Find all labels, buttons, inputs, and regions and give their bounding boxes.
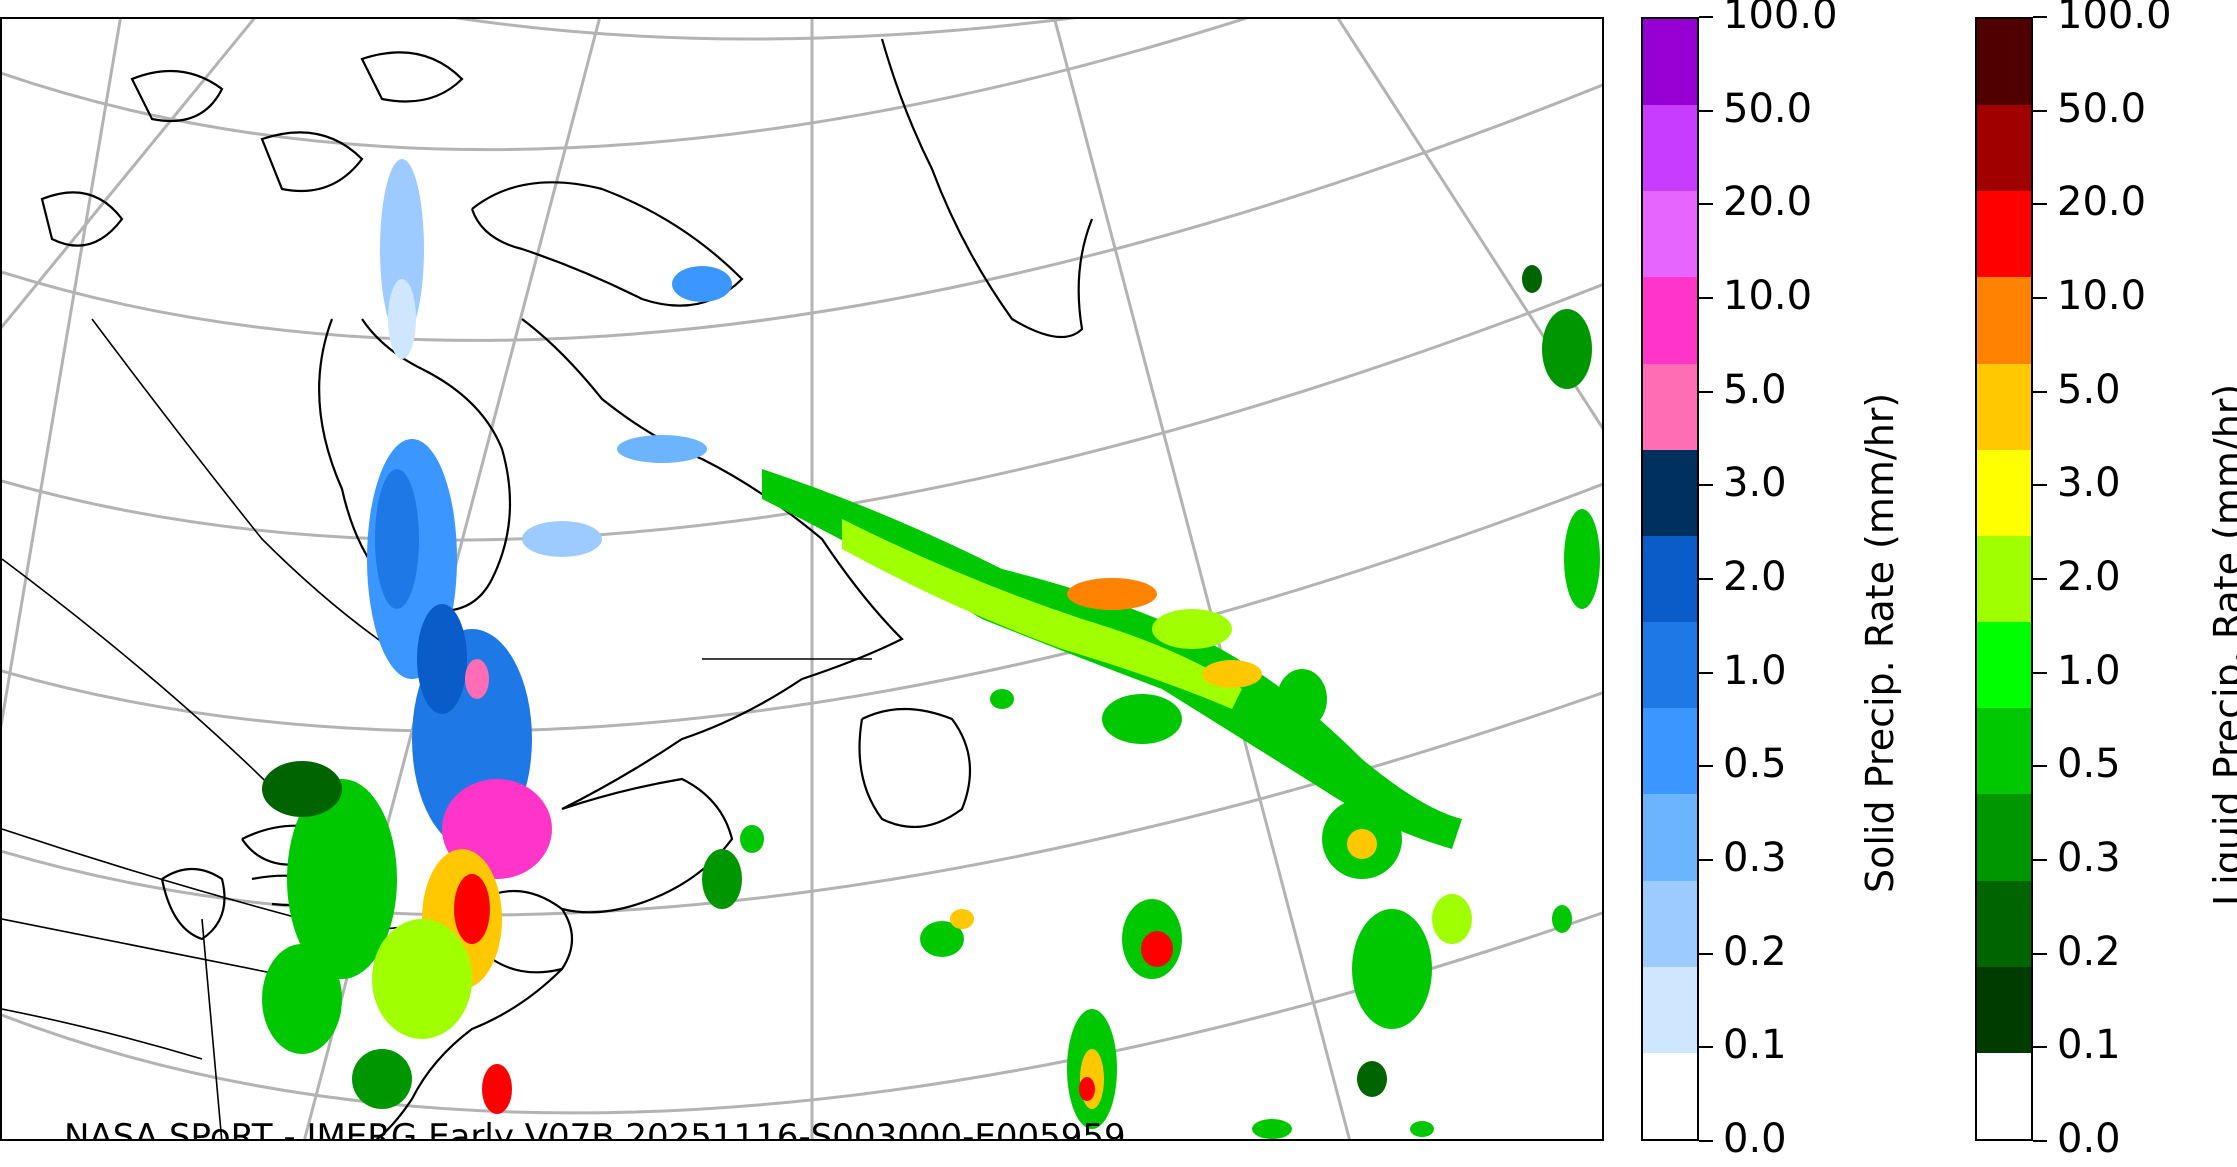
liquid-colorbar-tick-label: 20.0 xyxy=(2057,179,2147,226)
solid-colorbar-tick-label: 0.3 xyxy=(1723,835,1787,881)
solid-colorbar-tick-label: 0.0 xyxy=(1723,1116,1787,1162)
solid-colorbar-segment xyxy=(1643,18,1697,106)
solid-colorbar-segment xyxy=(1643,708,1697,795)
liquid-colorbar-segment xyxy=(1977,363,2031,450)
solid-colorbar-tick-label: 5.0 xyxy=(1723,366,1787,413)
liquid-colorbar-tick-label: 5.0 xyxy=(2057,366,2121,413)
solid-colorbar-tick xyxy=(1699,1140,1713,1142)
liquid-colorbar-tick-label: 0.2 xyxy=(2057,928,2121,975)
liquid-colorbar-tick-label: 0.5 xyxy=(2057,741,2121,788)
solid-colorbar-segment xyxy=(1643,191,1697,278)
solid-colorbar-segment xyxy=(1643,880,1697,967)
liquid-colorbar-tick-label: 1.0 xyxy=(2057,647,2121,694)
solid-colorbar-tick-label: 1.0 xyxy=(1723,647,1787,694)
liquid-precip-field xyxy=(262,265,1600,1139)
solid-colorbar-tick xyxy=(1699,1046,1713,1049)
solid-colorbar-segment xyxy=(1643,363,1697,450)
map-canvas xyxy=(2,19,1602,1139)
precipitation-map: NASA SPoRT - IMERG Early V07B 20251116-S… xyxy=(0,17,1604,1141)
solid-colorbar-tick xyxy=(1699,297,1713,299)
solid-colorbar-tick-label: 0.2 xyxy=(1723,928,1787,975)
solid-colorbar-tick-label: 100.0 xyxy=(1723,0,1838,38)
solid-colorbar-tick xyxy=(1699,578,1713,580)
liquid-colorbar-title: Liquid Precip. Rate (mm/hr) xyxy=(2206,383,2237,906)
liquid-colorbar-tick xyxy=(2033,390,2047,393)
solid-colorbar-tick xyxy=(1699,484,1713,487)
liquid-colorbar-segment xyxy=(1977,966,2031,1053)
solid-colorbar-tick-label: 0.5 xyxy=(1723,741,1787,788)
liquid-colorbar-tick xyxy=(2033,859,2047,861)
liquid-colorbar-tick xyxy=(2033,952,2047,955)
liquid-colorbar-tick-label: 0.1 xyxy=(2057,1022,2121,1069)
solid-colorbar-tick-label: 3.0 xyxy=(1723,460,1787,507)
liquid-colorbar-tick-label: 10.0 xyxy=(2057,273,2147,319)
solid-colorbar-tick xyxy=(1699,671,1713,674)
liquid-colorbar-segment xyxy=(1977,535,2031,623)
liquid-colorbar-tick xyxy=(2033,765,2047,768)
liquid-colorbar-segment xyxy=(1977,105,2031,192)
solid-colorbar-tick xyxy=(1699,16,1713,18)
liquid-colorbar-tick xyxy=(2033,16,2047,18)
solid-colorbar-segment xyxy=(1643,1052,1697,1139)
solid-colorbar-segment xyxy=(1643,535,1697,623)
liquid-colorbar-tick xyxy=(2033,203,2047,206)
liquid-colorbar-segment xyxy=(1977,622,2031,709)
liquid-colorbar-tick xyxy=(2033,297,2047,299)
liquid-colorbar-segment xyxy=(1977,880,2031,967)
liquid-colorbar-segment xyxy=(1977,277,2031,364)
solid-colorbar-segment xyxy=(1643,105,1697,192)
liquid-colorbar-segment xyxy=(1977,449,2031,536)
liquid-colorbar-tick-label: 0.3 xyxy=(2057,835,2121,881)
liquid-colorbar-tick xyxy=(2033,109,2047,112)
solid-colorbar-tick xyxy=(1699,859,1713,861)
liquid-colorbar-tick-label: 50.0 xyxy=(2057,85,2147,132)
solid-colorbar-tick-label: 10.0 xyxy=(1723,273,1813,319)
liquid-colorbar-tick-label: 100.0 xyxy=(2057,0,2172,38)
solid-colorbar-segment xyxy=(1643,277,1697,364)
liquid-colorbar-tick xyxy=(2033,484,2047,487)
solid-colorbar-tick xyxy=(1699,765,1713,768)
solid-colorbar-segment xyxy=(1643,794,1697,881)
solid-colorbar-title: Solid Precip. Rate (mm/hr) xyxy=(1858,392,1902,893)
data-source-credit: NASA SPoRT - IMERG Early V07B 20251116-S… xyxy=(64,1117,1126,1141)
liquid-colorbar-segment xyxy=(1977,18,2031,106)
solid-precip-field xyxy=(367,159,732,879)
liquid-colorbar-segment xyxy=(1977,708,2031,795)
solid-colorbar-tick-label: 50.0 xyxy=(1723,85,1813,132)
liquid-colorbar-tick-label: 0.0 xyxy=(2057,1116,2121,1162)
liquid-colorbar-tick-label: 2.0 xyxy=(2057,554,2121,600)
solid-colorbar-tick xyxy=(1699,390,1713,393)
liquid-colorbar-segment xyxy=(1977,1052,2031,1139)
solid-colorbar-segment xyxy=(1643,449,1697,536)
solid-colorbar-tick-label: 2.0 xyxy=(1723,554,1787,600)
liquid-colorbar-tick xyxy=(2033,1046,2047,1049)
liquid-precip-colorbar xyxy=(1975,17,2033,1141)
solid-colorbar-tick xyxy=(1699,952,1713,955)
solid-colorbar-tick xyxy=(1699,203,1713,206)
solid-colorbar-segment xyxy=(1643,622,1697,709)
liquid-colorbar-tick xyxy=(2033,578,2047,580)
liquid-colorbar-tick xyxy=(2033,671,2047,674)
liquid-colorbar-segment xyxy=(1977,191,2031,278)
solid-colorbar-tick-label: 0.1 xyxy=(1723,1022,1787,1069)
liquid-colorbar-tick-label: 3.0 xyxy=(2057,460,2121,507)
liquid-colorbar-tick xyxy=(2033,1140,2047,1142)
solid-colorbar-tick-label: 20.0 xyxy=(1723,179,1813,226)
solid-colorbar-segment xyxy=(1643,966,1697,1053)
solid-colorbar-tick xyxy=(1699,109,1713,112)
liquid-colorbar-segment xyxy=(1977,794,2031,881)
solid-precip-colorbar xyxy=(1641,17,1699,1141)
